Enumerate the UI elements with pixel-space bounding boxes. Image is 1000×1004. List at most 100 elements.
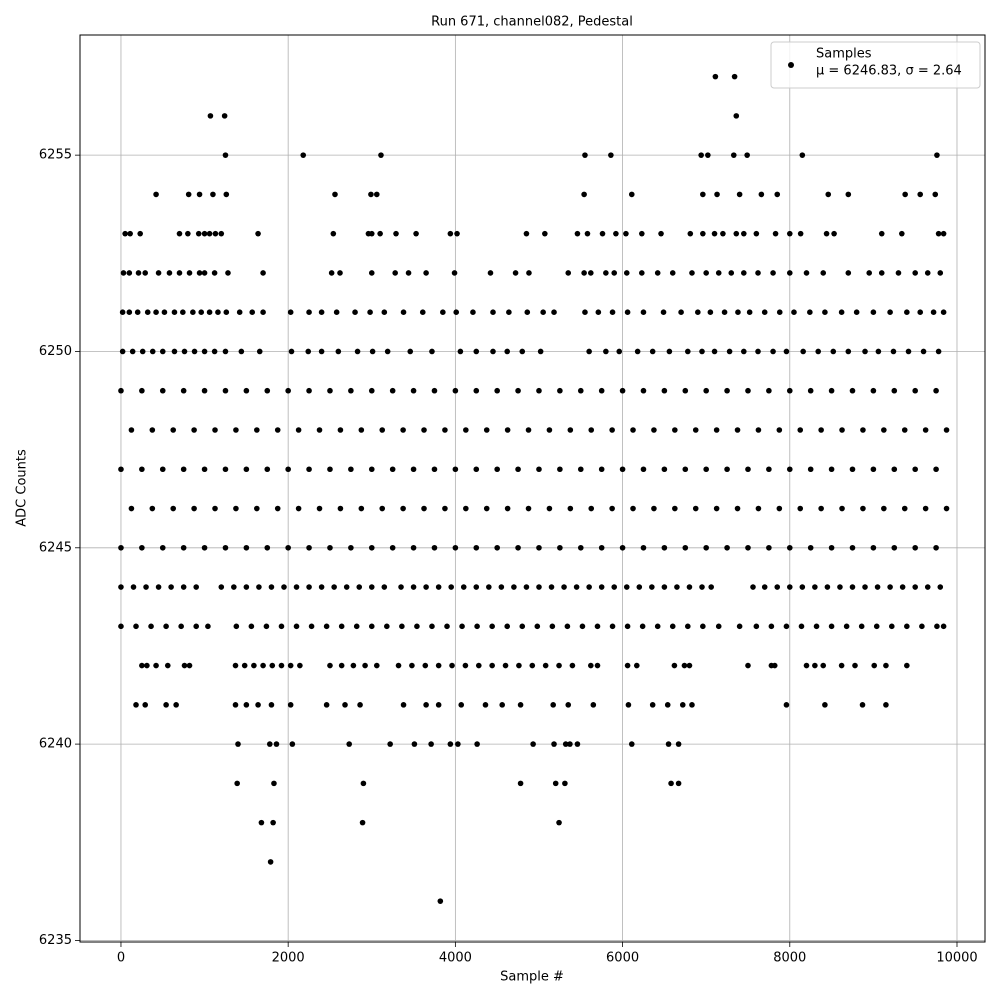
data-point <box>295 505 302 512</box>
data-point <box>828 544 835 551</box>
data-point <box>405 270 412 276</box>
data-point <box>360 780 367 787</box>
data-point <box>686 662 693 669</box>
data-point <box>669 623 676 630</box>
data-point <box>733 113 740 119</box>
data-point <box>561 584 567 590</box>
data-point <box>379 505 386 512</box>
data-point <box>912 387 918 394</box>
data-point <box>196 191 203 198</box>
data-point <box>724 387 730 394</box>
data-point <box>225 270 231 276</box>
data-point <box>866 270 873 276</box>
data-point <box>173 702 179 708</box>
data-point <box>664 702 671 708</box>
data-point <box>289 741 296 747</box>
data-point <box>733 230 740 237</box>
data-point <box>359 819 366 826</box>
data-point <box>703 387 709 394</box>
data-point <box>820 662 827 669</box>
data-point <box>435 662 442 669</box>
data-point <box>452 466 459 473</box>
data-point <box>504 348 511 355</box>
data-point <box>624 662 631 669</box>
data-point <box>407 348 414 355</box>
data-point <box>348 387 354 394</box>
data-point <box>824 584 831 590</box>
data-point <box>519 348 526 355</box>
data-point <box>191 505 197 512</box>
data-point <box>845 270 852 276</box>
data-point <box>692 427 699 433</box>
data-point <box>428 741 434 747</box>
data-point <box>937 584 944 590</box>
data-point <box>766 387 772 394</box>
data-point <box>776 309 783 316</box>
data-point <box>358 427 365 433</box>
data-point <box>274 505 281 512</box>
data-point <box>463 505 469 512</box>
data-point <box>369 348 376 355</box>
data-point <box>223 191 230 198</box>
data-point <box>193 584 200 590</box>
data-point <box>878 230 885 237</box>
data-point <box>611 584 618 590</box>
data-point <box>666 348 673 355</box>
data-point <box>878 270 885 276</box>
data-point <box>473 466 480 473</box>
data-point <box>254 505 260 512</box>
data-point <box>193 623 200 630</box>
data-point <box>912 544 918 551</box>
data-point <box>273 741 280 747</box>
data-point <box>774 584 781 590</box>
data-point <box>917 191 924 198</box>
data-point <box>395 662 402 669</box>
data-point <box>206 309 213 316</box>
data-point <box>546 505 553 512</box>
x-tick-label: 10000 <box>936 951 977 966</box>
data-point <box>736 191 743 198</box>
data-point <box>316 505 323 512</box>
data-point <box>327 662 333 669</box>
data-point <box>287 309 294 316</box>
data-point <box>940 230 947 237</box>
data-point <box>133 702 139 708</box>
data-point <box>860 427 866 433</box>
data-point <box>515 387 521 394</box>
data-point <box>387 741 393 747</box>
data-point <box>368 270 375 276</box>
data-point <box>287 662 294 669</box>
data-point <box>920 348 927 355</box>
data-point <box>932 191 939 198</box>
data-point <box>475 662 482 669</box>
data-point <box>264 387 271 394</box>
data-point <box>473 387 480 394</box>
legend-label: Samples <box>816 47 872 62</box>
data-point <box>126 270 133 276</box>
data-point <box>823 230 830 237</box>
data-point <box>537 348 544 355</box>
data-point <box>171 348 178 355</box>
data-point <box>671 662 678 669</box>
data-point <box>776 505 783 512</box>
data-point <box>902 191 908 198</box>
data-point <box>155 270 162 276</box>
data-point <box>474 741 480 747</box>
data-point <box>582 152 588 158</box>
grid <box>80 35 985 942</box>
data-point <box>686 584 693 590</box>
data-point <box>264 544 271 551</box>
data-point <box>883 662 889 669</box>
data-point <box>567 505 574 512</box>
data-point <box>142 702 149 708</box>
data-point <box>399 623 405 630</box>
data-point <box>849 544 856 551</box>
data-point <box>517 702 524 708</box>
data-point <box>211 270 218 276</box>
data-point <box>695 309 701 316</box>
data-point <box>698 152 704 158</box>
data-point <box>849 387 856 394</box>
data-point <box>660 309 667 316</box>
data-point <box>633 662 640 669</box>
data-point <box>306 544 312 551</box>
